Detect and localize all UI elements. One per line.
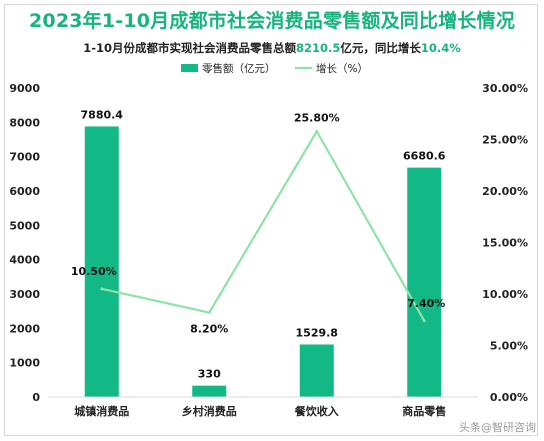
y-left-tick-label: 4000 (9, 254, 40, 267)
bar-value-label: 1529.8 (296, 326, 338, 339)
bar-value-label: 330 (198, 368, 221, 381)
line-value-label: 7.40% (407, 297, 445, 310)
bar-series: 7880.4 330 1529.8 6680.6 (81, 108, 446, 397)
growth-line (101, 130, 426, 322)
y-left-tick-label: 6000 (9, 185, 40, 198)
legend-bar-swatch (181, 64, 198, 72)
y-axis-left: 0 1000 2000 3000 4000 5000 6000 7000 8000 9000 (9, 82, 40, 404)
y-left-tick-label: 0 (32, 391, 40, 404)
y-right-tick-label: 5.00% (490, 340, 528, 353)
y-left-tick-label: 2000 (9, 322, 40, 335)
y-left-tick-label: 3000 (9, 288, 40, 301)
y-left-tick-label: 8000 (9, 116, 40, 129)
x-tick-label: 乡村消费品 (182, 404, 237, 418)
chart-subtitle: 1-10月份成都市实现社会消费品零售总额8210.5亿元，同比增长10.4% (0, 40, 544, 56)
legend-line-label: 增长（%） (316, 62, 368, 75)
y-left-tick-label: 1000 (9, 357, 40, 370)
watermark: 头条@智研咨询 (459, 421, 536, 434)
x-tick-label: 餐饮收入 (294, 404, 339, 418)
bar-value-label: 7880.4 (81, 108, 124, 121)
line-point (315, 129, 319, 133)
subtitle-total: 8210.5 (295, 41, 341, 55)
line-point (422, 319, 426, 323)
bar (299, 344, 334, 397)
y-left-tick-label: 9000 (9, 82, 40, 95)
line-series: 10.50% 8.20% 25.80% 7.40% (71, 111, 446, 335)
x-tick-label: 城镇消费品 (74, 404, 129, 418)
chart-title: 2023年1-10月成都市社会消费品零售额及同比增长情况 (28, 10, 516, 32)
line-value-label: 8.20% (190, 323, 228, 336)
bar (84, 126, 119, 397)
bar-value-label: 6680.6 (403, 150, 446, 163)
x-axis: 城镇消费品 乡村消费品 餐饮收入 商品零售 (48, 396, 478, 418)
line-value-label: 10.50% (71, 265, 117, 278)
y-right-tick-label: 15.00% (482, 237, 528, 250)
y-left-tick-label: 7000 (9, 151, 40, 164)
subtitle-middle: 亿元，同比增长 (340, 41, 421, 55)
y-right-tick-label: 0.00% (490, 391, 528, 404)
y-axis-right: 0.00% 5.00% 10.00% 15.00% 20.00% 25.00% 30.00% (482, 82, 528, 404)
y-left-tick-label: 5000 (9, 219, 40, 232)
subtitle-growth: 10.4% (420, 41, 461, 55)
bar (192, 385, 227, 397)
y-right-tick-label: 30.00% (482, 82, 528, 95)
legend-bar-label: 零售额（亿元） (202, 62, 276, 75)
line-point (207, 311, 211, 315)
y-right-tick-label: 20.00% (482, 185, 528, 198)
y-right-tick-label: 10.00% (482, 288, 528, 301)
bar (407, 167, 442, 397)
x-tick-label: 商品零售 (402, 404, 446, 418)
y-right-tick-label: 25.00% (482, 134, 528, 147)
subtitle-prefix: 1-10月份成都市实现社会消费品零售总额 (83, 41, 296, 55)
chart-legend: 零售额（亿元） 增长（%） (181, 62, 368, 75)
line-value-label: 25.80% (294, 111, 340, 124)
line-point (100, 287, 104, 291)
